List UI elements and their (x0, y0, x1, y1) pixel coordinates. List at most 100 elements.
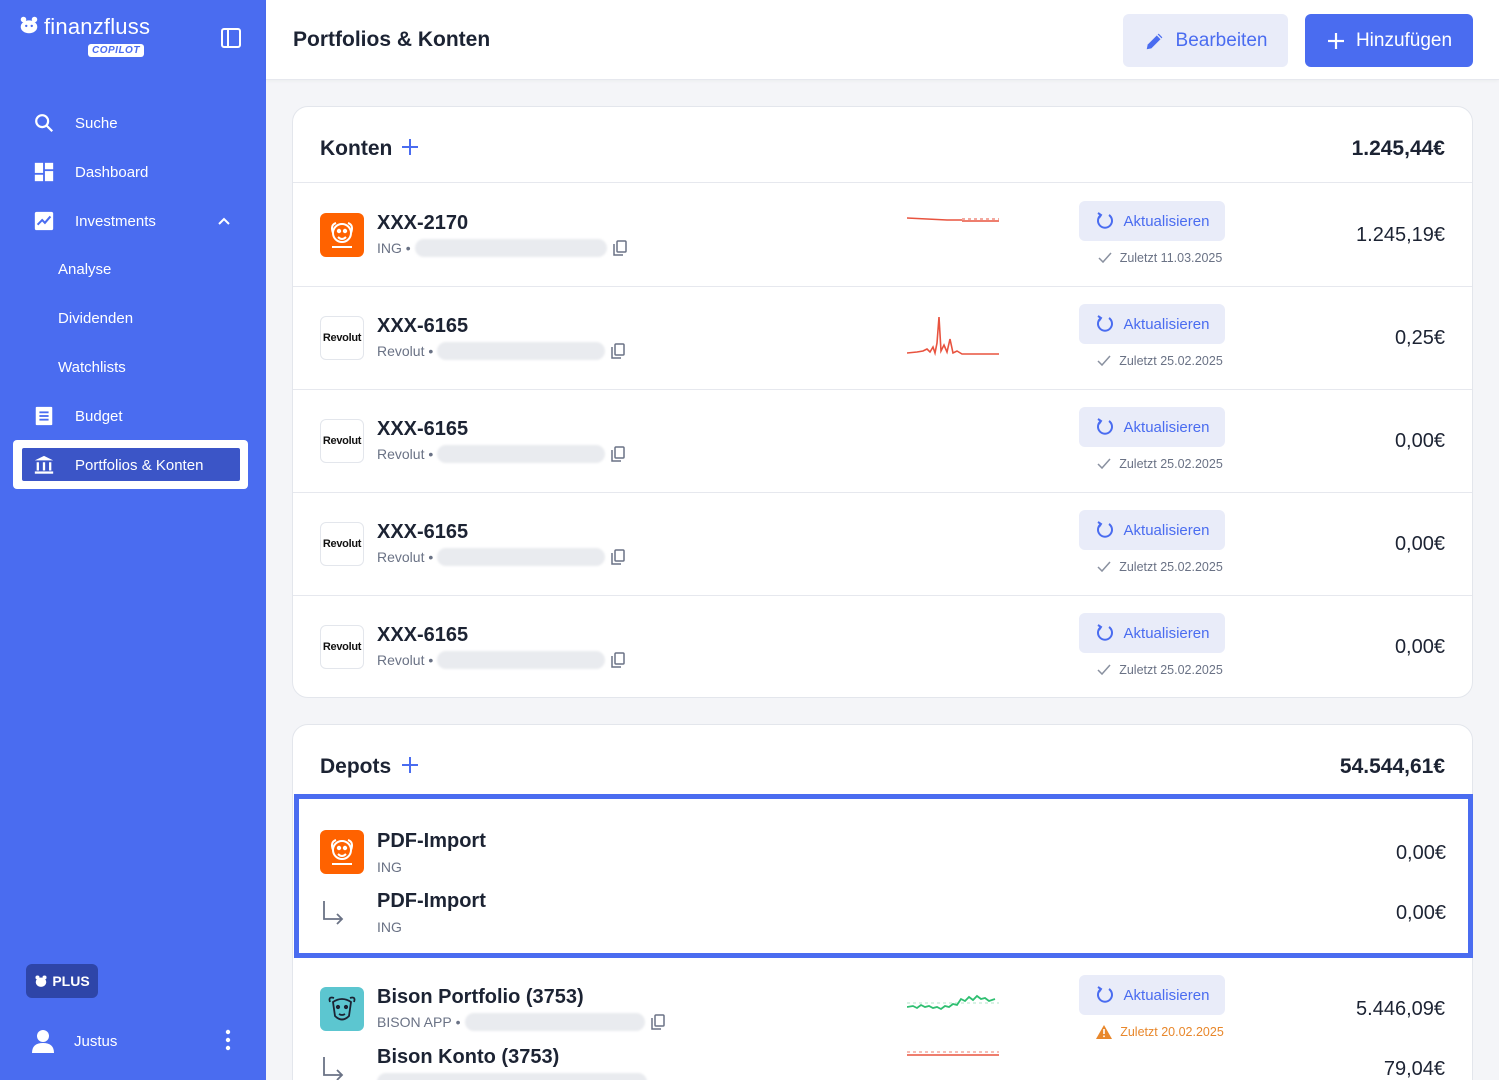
bison-logo-icon (320, 987, 364, 1031)
bank-icon (32, 453, 56, 477)
depot-id-redacted (464, 1013, 645, 1031)
chart-line-icon (32, 209, 56, 233)
refresh-button[interactable]: Aktualisieren (1079, 510, 1225, 550)
page-title: Portfolios & Konten (293, 28, 491, 51)
depots-card-header: Depots 54.544,61€ (293, 725, 1472, 801)
account-name: XXX-6165 (377, 521, 469, 543)
revolut-logo-icon: Revolut (320, 316, 364, 360)
account-row[interactable]: XXX-2170 ING • Aktualisieren Zuletzt 11.… (293, 184, 1472, 287)
sidebar-item-investments[interactable]: Investments (20, 204, 246, 238)
refresh-button[interactable]: Aktualisieren (1079, 201, 1225, 241)
brand-badge: COPILOT (88, 44, 144, 57)
refresh-button[interactable]: Aktualisieren (1079, 975, 1225, 1015)
sidebar-item-portfolios-konten[interactable]: Portfolios & Konten (20, 448, 246, 482)
iban-redacted (437, 342, 606, 360)
sub-account-arrow-icon (323, 901, 344, 925)
copy-icon[interactable] (612, 240, 627, 256)
account-subtitle: Revolut • (377, 342, 626, 360)
sidebar-item-watchlists[interactable]: Watchlists (58, 359, 126, 376)
sync-status-text: Zuletzt 25.02.2025 (1119, 354, 1223, 368)
separator-dot: • (424, 549, 434, 565)
active-item-highlight (22, 448, 240, 481)
sub-account-arrow-icon (323, 1057, 344, 1080)
check-icon (1098, 252, 1112, 264)
sidebar: finanzfluss COPILOT Suche Dashboard Inve… (0, 0, 266, 1080)
account-name: XXX-2170 (377, 212, 469, 234)
check-icon (1097, 561, 1111, 573)
account-balance: 1.245,19€ (1356, 224, 1445, 246)
copy-icon[interactable] (611, 446, 626, 462)
depot-row-pdf-import[interactable]: PDF-Import ING 0,00€ PDF-Import ING 0,00… (294, 794, 1473, 958)
depot-row-bison[interactable]: Bison Portfolio (3753) BISON APP • Aktua… (293, 963, 1472, 1080)
copy-icon[interactable] (611, 652, 626, 668)
sidebar-item-label: Budget (75, 407, 123, 425)
sub-account-subtitle: ING (377, 919, 402, 935)
brand-logo[interactable]: finanzfluss (18, 14, 150, 40)
refresh-button[interactable]: Aktualisieren (1079, 407, 1225, 447)
account-row[interactable]: Revolut XXX-6165 Revolut • Aktualisieren… (293, 390, 1472, 493)
revolut-logo-icon: Revolut (320, 522, 364, 566)
sidebar-item-dividenden[interactable]: Dividenden (58, 310, 134, 327)
sub-account-name: Bison Konto (3753) (377, 1046, 560, 1068)
search-icon (32, 111, 56, 135)
account-bank: Revolut (377, 446, 425, 462)
brand-mascot-icon (20, 16, 38, 34)
separator-dot: • (424, 652, 434, 668)
refresh-button[interactable]: Aktualisieren (1079, 304, 1225, 344)
sync-status: Zuletzt 25.02.2025 (1085, 663, 1235, 677)
iban-redacted (437, 651, 606, 669)
sidebar-item-dashboard[interactable]: Dashboard (20, 155, 246, 189)
list-icon (32, 404, 56, 428)
portfolio-sparkline (907, 994, 999, 1011)
copy-icon[interactable] (611, 549, 626, 565)
separator-dot: • (451, 1014, 461, 1030)
user-menu[interactable]: Justus (32, 1026, 242, 1056)
account-subtitle: ING • (377, 239, 627, 257)
balance-sparkline (907, 316, 999, 357)
accounts-card-header: Konten 1.245,44€ (293, 107, 1472, 183)
refresh-icon (1096, 624, 1113, 641)
account-row[interactable]: Revolut XXX-6165 Revolut • Aktualisieren… (293, 596, 1472, 697)
account-subtitle: Revolut • (377, 651, 626, 669)
user-name: Justus (74, 1032, 118, 1050)
dashboard-icon (32, 160, 56, 184)
sidebar-item-suche[interactable]: Suche (20, 106, 246, 140)
ing-lion-icon (320, 830, 364, 874)
plan-badge[interactable]: PLUS (26, 964, 98, 998)
depot-name: Bison Portfolio (3753) (377, 986, 584, 1008)
sync-status-text: Zuletzt 25.02.2025 (1119, 560, 1223, 574)
add-depot-icon[interactable] (400, 755, 420, 775)
account-bank: ING (377, 240, 402, 256)
more-vertical-icon[interactable] (218, 1028, 238, 1052)
edit-button[interactable]: Bearbeiten (1123, 14, 1288, 67)
warning-icon (1096, 1025, 1113, 1039)
chevron-up-icon[interactable] (216, 213, 232, 229)
sync-status: Zuletzt 11.03.2025 (1085, 251, 1235, 265)
depots-total: 54.544,61€ (1339, 755, 1445, 778)
copy-icon[interactable] (650, 1014, 665, 1030)
add-account-icon[interactable] (400, 137, 420, 157)
account-bank: Revolut (377, 343, 425, 359)
balance-sparkline (907, 217, 999, 222)
sub-account-name: PDF-Import (377, 890, 486, 912)
plus-icon (1327, 32, 1344, 49)
sidebar-item-budget[interactable]: Budget (20, 399, 246, 433)
copy-icon[interactable] (611, 343, 626, 359)
depots-title: Depots (320, 755, 392, 778)
sidebar-collapse-icon[interactable] (219, 26, 243, 50)
revolut-logo-icon: Revolut (320, 625, 364, 669)
sync-status-text: Zuletzt 11.03.2025 (1119, 251, 1223, 265)
refresh-label: Aktualisieren (1123, 315, 1210, 333)
accounts-card: Konten 1.245,44€ XXX-2170 ING • Aktualis… (292, 106, 1473, 698)
check-icon (1097, 664, 1111, 676)
add-button[interactable]: Hinzufügen (1305, 14, 1473, 67)
sidebar-item-analyse[interactable]: Analyse (58, 261, 112, 278)
sync-status-text: Zuletzt 25.02.2025 (1119, 663, 1223, 677)
refresh-button[interactable]: Aktualisieren (1079, 613, 1225, 653)
account-row[interactable]: Revolut XXX-6165 Revolut • Aktualisieren… (293, 493, 1472, 596)
depot-balance: 0,00€ (1395, 842, 1446, 864)
account-row[interactable]: Revolut XXX-6165 Revolut • Aktualisieren… (293, 287, 1472, 390)
refresh-icon (1096, 521, 1113, 538)
account-name: XXX-6165 (377, 624, 469, 646)
sync-status-text: Zuletzt 25.02.2025 (1119, 457, 1223, 471)
